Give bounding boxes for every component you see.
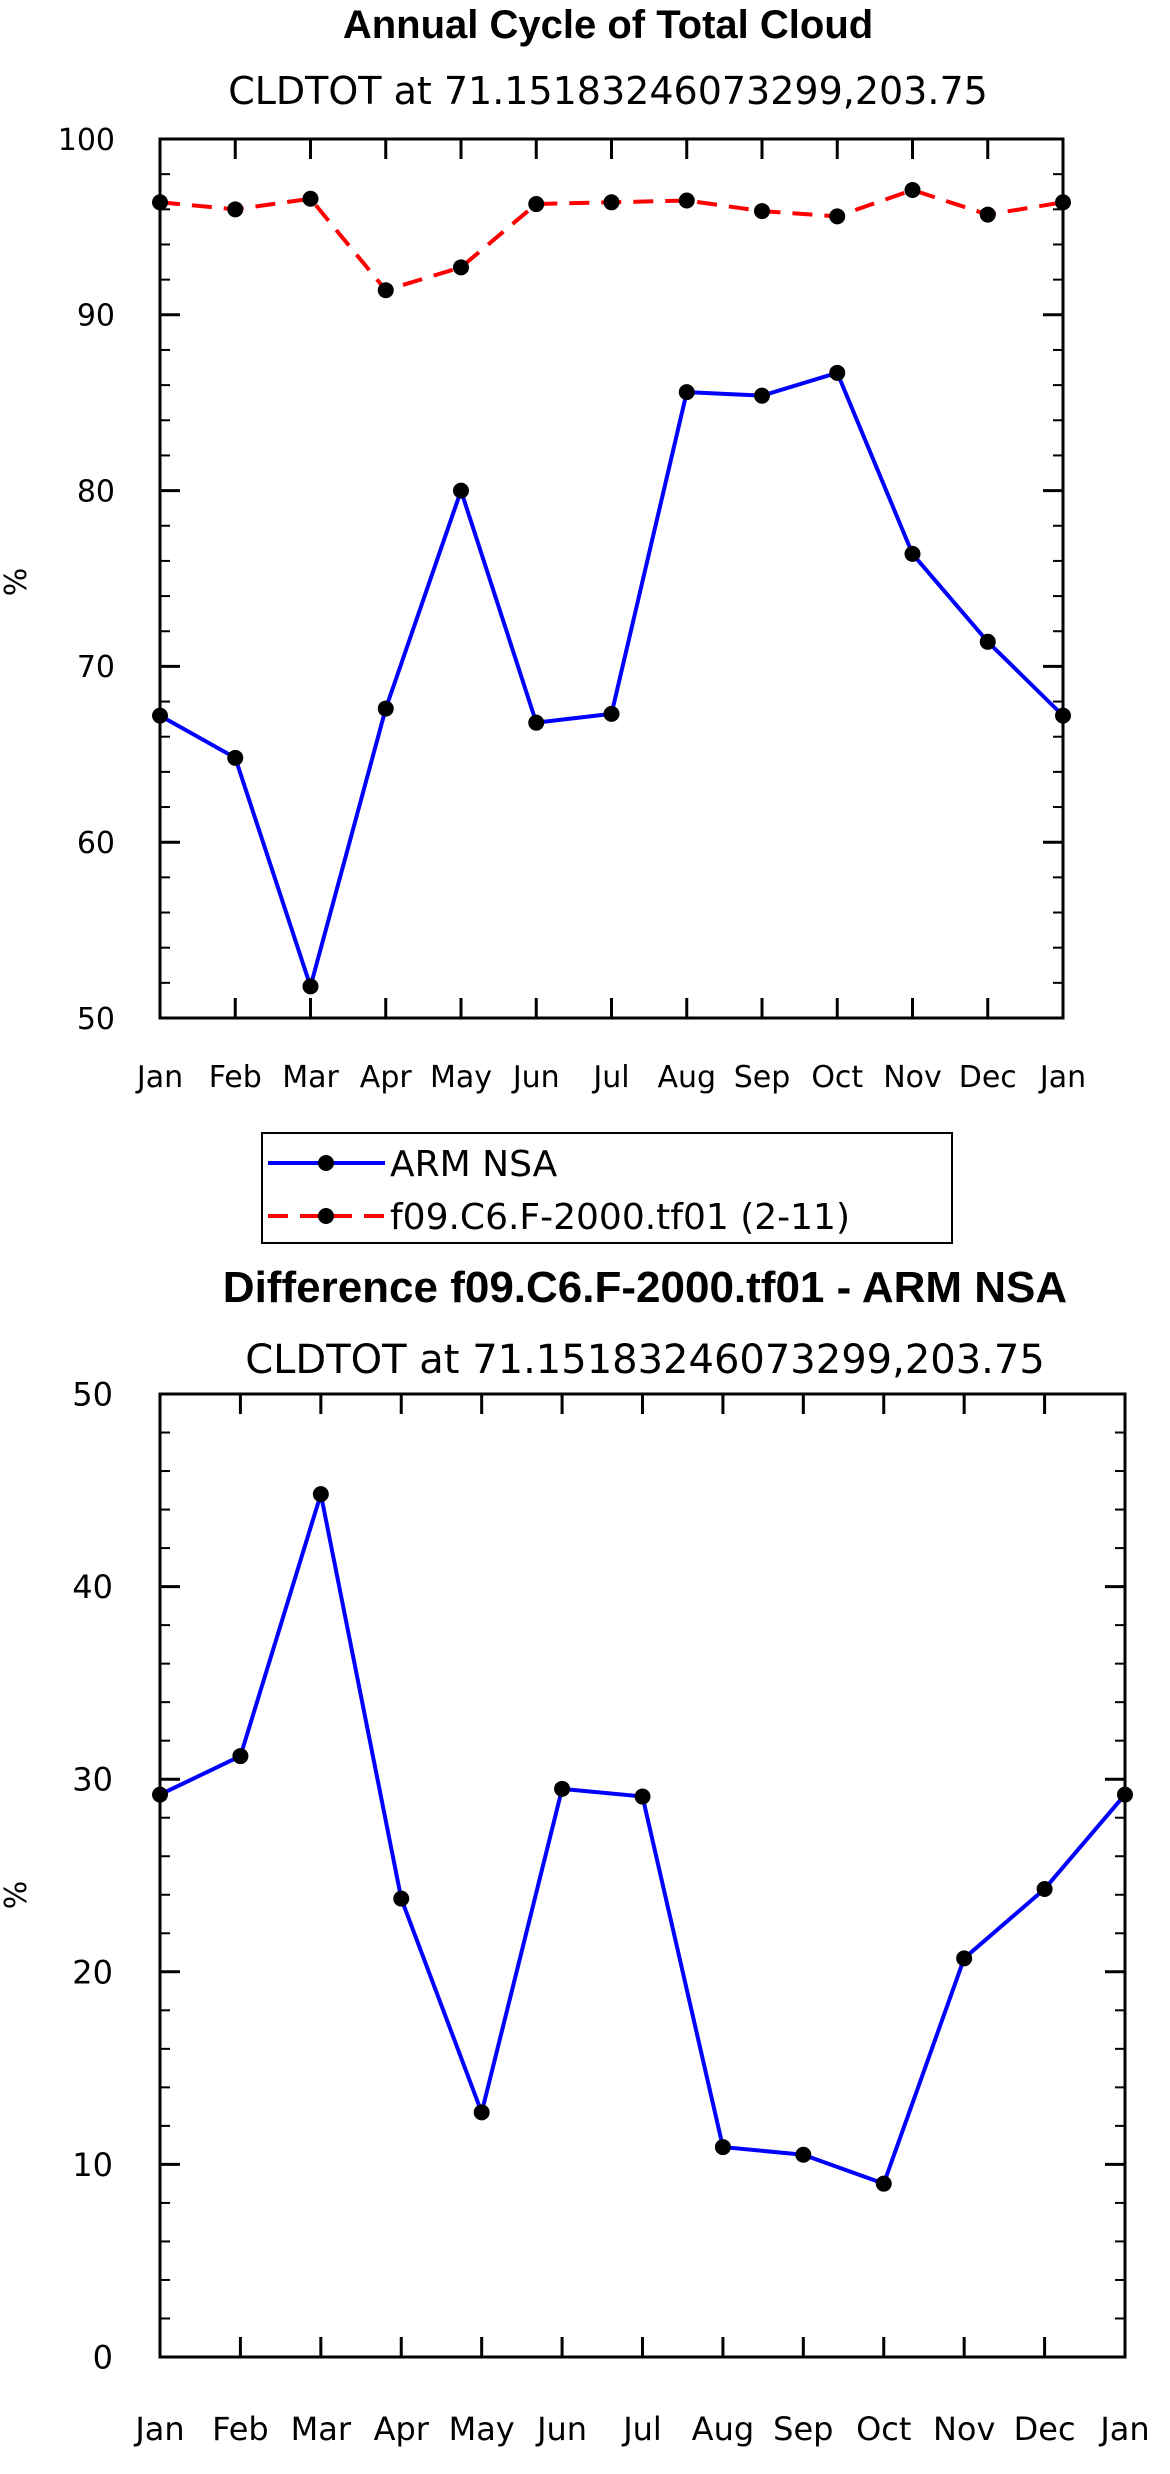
chart1-data-point-f09-c6-f-2000-tf01-2-11 — [754, 203, 770, 220]
chart2-xtick-label: Nov — [933, 2410, 995, 2448]
chart1-ytick-label: 60 — [77, 826, 115, 861]
chart2-ytick-label: 10 — [72, 2146, 113, 2184]
chart2-data-point-difference — [152, 1786, 168, 1803]
chart1-data-point-arm-nsa — [603, 705, 620, 722]
chart2-series-line-difference — [159, 1492, 1127, 2186]
chart1-ytick-label: 90 — [77, 299, 115, 334]
chart1-data-point-arm-nsa — [453, 482, 469, 499]
chart1-xtick-label: Jul — [591, 1060, 629, 1095]
chart2-data-point-difference — [956, 1950, 973, 1967]
chart1-data-point-arm-nsa — [904, 545, 921, 562]
chart1-title: Annual Cycle of Total Cloud — [343, 3, 873, 47]
chart2-xtick-label: Jan — [133, 2410, 184, 2448]
chart2-subtitle: CLDTOT at 71.15183246073299,203.75 — [245, 1337, 1045, 1383]
chart2-data-point-difference — [312, 1486, 329, 1503]
chart2-title: Difference f09.C6.F-2000.tf01 - ARM NSA — [223, 1263, 1067, 1312]
chart1-ytick-label: 80 — [77, 474, 115, 509]
chart1-data-point-f09-c6-f-2000-tf01-2-11 — [453, 259, 469, 276]
chart1-data-point-f09-c6-f-2000-tf01-2-11 — [152, 194, 168, 211]
chart2-data-point-difference — [1117, 1786, 1133, 1803]
chart2-data-point-difference — [554, 1780, 571, 1797]
chart1-xtick-label: May — [430, 1060, 492, 1095]
chart2-xtick-label: Mar — [291, 2410, 352, 2448]
legend-marker-arm-nsa — [318, 1155, 334, 1171]
chart1-data-point-arm-nsa — [227, 749, 244, 766]
chart1-xtick-label: Nov — [883, 1060, 942, 1095]
chart1-xtick-label: Dec — [959, 1060, 1017, 1095]
chart2-xtick-label: Aug — [692, 2410, 754, 2448]
chart1-data-point-f09-c6-f-2000-tf01-2-11 — [603, 194, 620, 211]
legend-box — [261, 1132, 953, 1244]
chart1-data-point-arm-nsa — [829, 364, 846, 381]
chart1-data-point-f09-c6-f-2000-tf01-2-11 — [678, 192, 695, 209]
chart1: 50 60 70 80 90 100 Jan Feb Mar Apr May Jun Jul Aug Sep… — [58, 123, 1086, 1095]
chart1-data-point-f09-c6-f-2000-tf01-2-11 — [904, 181, 921, 198]
chart1-xtick-label: Apr — [360, 1060, 413, 1095]
chart2-ylabel: % — [0, 1881, 34, 1910]
chart2-xtick-label: Jun — [535, 2410, 587, 2448]
chart2-ytick-label: 0 — [93, 2339, 113, 2377]
chart2-xtick-label: Sep — [773, 2410, 833, 2448]
chart1-xtick-label: Feb — [209, 1060, 262, 1095]
chart1-series-line-arm-nsa — [159, 370, 1065, 989]
chart2-ytick-label: 40 — [72, 1568, 113, 1606]
chart1-xtick-label: Mar — [282, 1060, 339, 1095]
chart2-data-point-difference — [634, 1788, 651, 1805]
chart1-data-point-f09-c6-f-2000-tf01-2-11 — [528, 196, 545, 213]
chart1-ytick-label: 100 — [58, 123, 115, 158]
chart2-data-point-difference — [795, 2146, 812, 2163]
chart2-xtick-label: Jan — [1098, 2410, 1149, 2448]
chart1-data-point-arm-nsa — [377, 700, 394, 717]
chart2-data-point-difference — [232, 1748, 249, 1765]
chart1-data-point-f09-c6-f-2000-tf01-2-11 — [377, 282, 394, 299]
chart1-plot-frame — [158, 137, 1065, 1020]
chart2-xtick-label: Oct — [856, 2410, 911, 2448]
chart2-xtick-label: Jul — [621, 2410, 662, 2448]
chart1-xtick-label: Sep — [734, 1060, 791, 1095]
chart1-data-point-arm-nsa — [302, 978, 319, 995]
chart1-data-point-arm-nsa — [979, 633, 996, 650]
chart2-data-point-difference — [473, 2104, 490, 2121]
chart2-data-point-difference — [393, 1890, 410, 1907]
chart2-ytick-label: 30 — [72, 1761, 113, 1799]
chart1-ytick-label: 50 — [77, 1002, 115, 1037]
chart1-data-point-f09-c6-f-2000-tf01-2-11 — [227, 201, 244, 218]
chart1-data-point-arm-nsa — [678, 384, 695, 401]
chart1-data-point-arm-nsa — [1055, 707, 1071, 724]
legend-label-arm-nsa: ARM NSA — [390, 1144, 558, 1185]
chart2-ytick-label: 20 — [72, 1953, 113, 1991]
chart2-xtick-label: Apr — [374, 2410, 430, 2448]
chart1-data-point-arm-nsa — [754, 387, 770, 404]
chart2-plot-frame — [158, 1392, 1127, 2359]
chart2-data-point-difference — [1036, 1880, 1053, 1897]
chart1-data-point-f09-c6-f-2000-tf01-2-11 — [302, 190, 319, 207]
chart1-data-point-f09-c6-f-2000-tf01-2-11 — [1055, 194, 1071, 211]
chart1-ylabel: % — [0, 568, 34, 597]
chart2-ytick-label: 50 — [72, 1376, 113, 1414]
chart1-data-point-f09-c6-f-2000-tf01-2-11 — [829, 208, 846, 225]
chart2-data-point-difference — [875, 2175, 892, 2192]
chart2-xtick-label: Feb — [212, 2410, 269, 2448]
chart1-data-point-arm-nsa — [528, 714, 545, 731]
chart2-xtick-label: Dec — [1014, 2410, 1076, 2448]
chart2-xtick-label: May — [449, 2410, 515, 2448]
legend: ARM NSA f09.C6.F-2000.tf01 (2-11) — [261, 1132, 953, 1244]
chart1-xtick-label: Jan — [1038, 1060, 1086, 1095]
chart1-data-point-arm-nsa — [152, 707, 168, 724]
chart1-xtick-label: Oct — [811, 1060, 863, 1095]
chart1-data-point-f09-c6-f-2000-tf01-2-11 — [979, 206, 996, 223]
chart1-xtick-label: Jan — [135, 1060, 183, 1095]
chart1-xtick-label: Aug — [657, 1060, 716, 1095]
chart1-ytick-label: 70 — [77, 650, 115, 685]
chart1-subtitle: CLDTOT at 71.15183246073299,203.75 — [228, 69, 988, 113]
chart2: 0 10 20 30 40 50 Jan Feb Mar Apr May Jun Jul Aug Sep Oc… — [72, 1376, 1149, 2448]
legend-marker-model — [318, 1208, 334, 1224]
chart2-data-point-difference — [714, 2139, 731, 2156]
legend-label-model: f09.C6.F-2000.tf01 (2-11) — [390, 1197, 850, 1238]
chart1-xtick-label: Jun — [511, 1060, 560, 1095]
